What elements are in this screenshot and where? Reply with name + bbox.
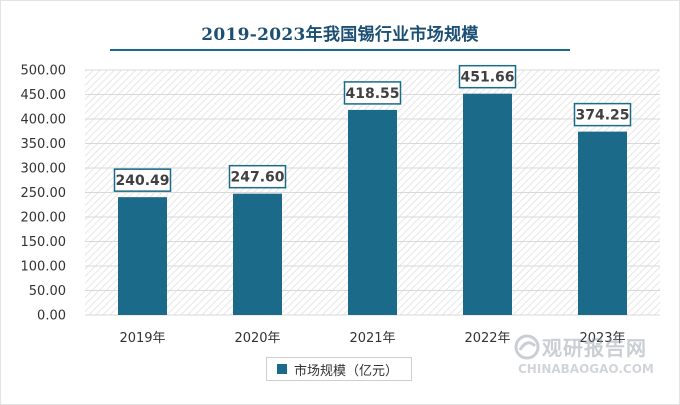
- y-axis-labels: 0.00 50.00 100.00 150.00 200.00 250.00 300.00 3…: [21, 64, 67, 324]
- watermark-name: 观研报告网: [542, 336, 647, 360]
- data-label-box: [228, 164, 287, 189]
- y-tick-label: 250.00: [21, 186, 67, 201]
- watermark-domain: CHINABAOGAO.COM: [518, 362, 654, 376]
- x-tick-label: 2021年: [349, 331, 395, 346]
- y-tick-label: 100.00: [21, 260, 67, 275]
- y-tick-label: 500.00: [21, 64, 67, 79]
- data-label: 240.49: [115, 173, 169, 189]
- data-label: 247.60: [230, 170, 284, 186]
- title-underline: [110, 49, 570, 51]
- data-label-box: [458, 64, 517, 89]
- bars: [118, 93, 627, 316]
- y-tick-label: 50.00: [29, 284, 66, 299]
- data-label-box: [343, 81, 402, 105]
- data-label-box: [573, 102, 632, 127]
- x-tick-label: 2019年: [119, 331, 165, 346]
- x-tick-label: 2023年: [579, 331, 625, 346]
- data-label-box: [113, 168, 172, 192]
- y-tick-label: 450.00: [21, 88, 67, 103]
- bar: [348, 109, 397, 316]
- y-tick-label: 400.00: [21, 113, 67, 128]
- watermark: 观研报告网 CHINABAOGAO.COM: [504, 330, 654, 382]
- y-tick-label: 0.00: [37, 309, 66, 324]
- data-labels: 240.49 247.60 418.55 451.66 374.25: [113, 64, 632, 192]
- chart-title: 2019-2023年我国锡行业市场规模: [201, 25, 479, 45]
- y-tick-label: 200.00: [21, 211, 67, 226]
- data-label: 374.25: [575, 108, 629, 124]
- legend: 市场规模（亿元）: [266, 357, 412, 381]
- bar: [118, 197, 167, 315]
- y-tick-label: 150.00: [21, 235, 67, 250]
- bar: [233, 193, 282, 315]
- watermark-logo-icon: [514, 334, 540, 360]
- data-label: 451.66: [460, 70, 514, 86]
- x-tick-label: 2020年: [234, 331, 280, 346]
- data-label: 418.55: [345, 86, 399, 102]
- x-tick-label: 2022年: [464, 331, 510, 346]
- x-axis-labels: 2019年 2020年 2021年 2022年 2023年: [119, 331, 625, 346]
- y-tick-label: 300.00: [21, 162, 67, 177]
- legend-label: 市场规模（亿元）: [294, 363, 399, 379]
- bar: [463, 93, 512, 315]
- legend-swatch: [277, 364, 287, 374]
- bar: [578, 131, 627, 315]
- y-tick-label: 350.00: [21, 137, 67, 152]
